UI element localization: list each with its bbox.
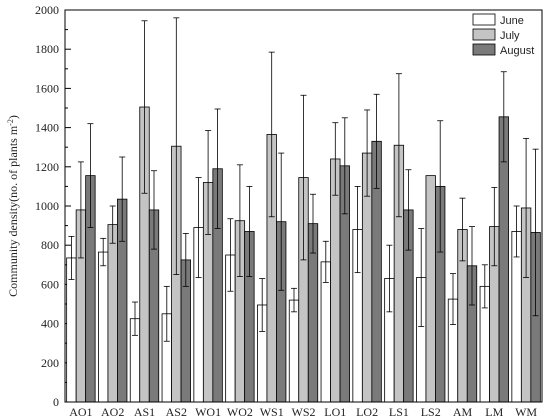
legend: June July August bbox=[472, 13, 534, 57]
x-tick-label: LO1 bbox=[324, 405, 346, 419]
bar-july-ls2 bbox=[425, 175, 436, 403]
bar-june-lo1 bbox=[320, 261, 331, 403]
bar-june-ws2 bbox=[288, 299, 300, 403]
y-tick-label: 200 bbox=[41, 356, 59, 370]
legend-label-june: June bbox=[500, 15, 524, 27]
x-tick-labels: AO1 AO2 AS1 AS2 WO1 WO2 WS1 WS2 LO1 LO2 LS1 LS2 AM LM… bbox=[69, 405, 537, 419]
y-axis-label-superscript: -2 bbox=[6, 119, 15, 126]
x-tick-label: WM bbox=[515, 405, 537, 419]
x-tick-label: WO1 bbox=[195, 405, 221, 419]
y-tick-label: 400 bbox=[41, 317, 59, 331]
y-axis-label: Community density(no. of plants m-2) bbox=[6, 115, 21, 297]
bar-june-ao2 bbox=[98, 251, 109, 403]
x-tick-label: LS1 bbox=[389, 405, 409, 419]
y-tick-label: 600 bbox=[41, 277, 59, 291]
x-tick-label: WO2 bbox=[227, 405, 253, 419]
x-tick-label: WS1 bbox=[260, 405, 284, 419]
x-tick-label: AS1 bbox=[134, 405, 155, 419]
plot-frame bbox=[64, 9, 543, 403]
y-tick-label: 1800 bbox=[35, 42, 59, 56]
x-tick-label: AS2 bbox=[166, 405, 187, 419]
legend-swatch-august bbox=[472, 43, 496, 56]
bar-july-ao2 bbox=[107, 224, 118, 403]
x-tick-label: LO2 bbox=[356, 405, 378, 419]
y-tick-label: 800 bbox=[41, 238, 59, 252]
x-tick-label: LS2 bbox=[421, 405, 441, 419]
y-tick-label: 0 bbox=[53, 395, 59, 409]
x-tick-label: WS2 bbox=[292, 405, 316, 419]
y-tick-labels: 0 200 400 600 800 1000 1200 1400 1600 1800 2000 bbox=[35, 3, 59, 409]
legend-label-august: August bbox=[500, 45, 534, 57]
legend-swatch-july bbox=[472, 28, 496, 41]
y-tick-label: 1000 bbox=[35, 199, 59, 213]
bars bbox=[66, 106, 541, 403]
x-tick-label: AO1 bbox=[69, 405, 92, 419]
y-tick-label: 2000 bbox=[35, 3, 59, 17]
y-axis-label-main: Community density(no. of plants m bbox=[6, 125, 20, 297]
error-bars bbox=[68, 17, 539, 342]
y-tick-label: 1600 bbox=[35, 81, 59, 95]
x-tick-label: LM bbox=[485, 405, 503, 419]
x-tick-label: AM bbox=[453, 405, 473, 419]
legend-swatch-june bbox=[472, 13, 496, 26]
x-tick-label: AO2 bbox=[101, 405, 124, 419]
y-tick-label: 1400 bbox=[35, 121, 59, 135]
y-axis-label-suffix: ) bbox=[6, 115, 20, 119]
y-tick-label: 1200 bbox=[35, 160, 59, 174]
legend-label-july: July bbox=[500, 30, 520, 42]
